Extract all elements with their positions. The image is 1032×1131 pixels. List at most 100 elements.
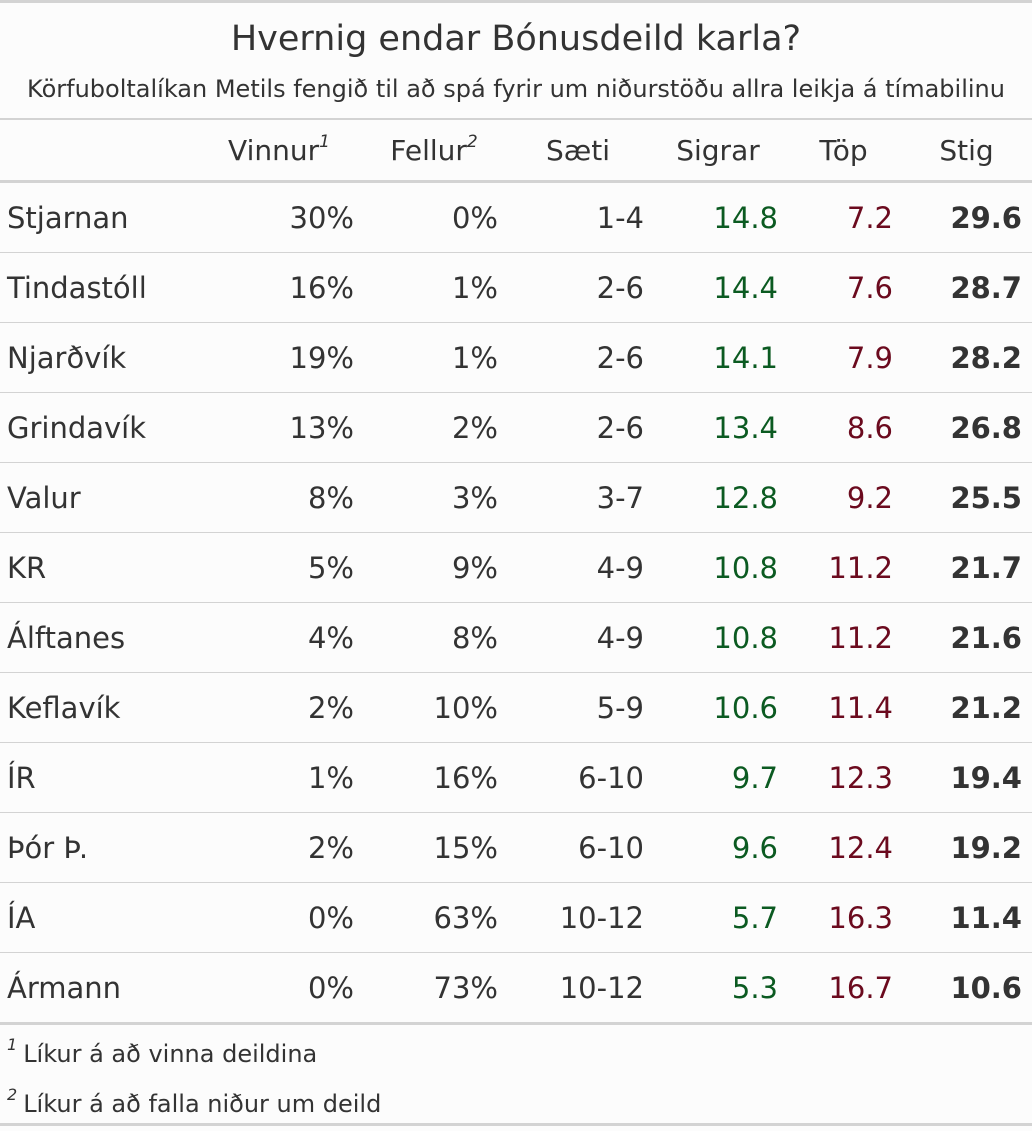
header-win-probability: Vinnur1 [196,120,362,183]
footnote-mark-2: 2 [466,131,478,152]
team-name: Ármann [0,952,196,1025]
relegation-probability: 1% [362,322,506,393]
relegation-probability: 63% [362,882,506,953]
footnote-2-mark: 2 [7,1085,18,1104]
relegation-probability: 1% [362,252,506,323]
projected-points: 11.4 [901,882,1032,953]
place-range: 3-7 [506,462,650,533]
footnote-1-text: Líkur á að vinna deildina [23,1040,318,1068]
projected-points: 21.6 [901,602,1032,673]
header-fall-label: Fellur [390,133,467,167]
place-range: 6-10 [506,742,650,813]
place-range: 5-9 [506,672,650,743]
win-probability: 0% [196,882,362,953]
team-name: Grindavík [0,392,196,463]
win-probability: 2% [196,672,362,743]
projected-points: 21.7 [901,532,1032,603]
team-name: Tindastóll [0,252,196,323]
table-row: Þór Þ. 2% 15% 6-10 9.6 12.4 19.2 [0,812,1032,883]
relegation-probability: 9% [362,532,506,603]
relegation-probability: 16% [362,742,506,813]
win-probability: 1% [196,742,362,813]
projected-points: 19.4 [901,742,1032,813]
win-probability: 5% [196,532,362,603]
projected-wins: 12.8 [650,462,786,533]
table-row: Keflavík 2% 10% 5-9 10.6 11.4 21.2 [0,672,1032,743]
projected-losses: 12.3 [786,742,901,813]
projected-points: 29.6 [901,181,1032,253]
projected-points: 25.5 [901,462,1032,533]
footnotes: 1 Líkur á að vinna deildina 2 Líkur á að f… [0,1025,1032,1131]
header-team [0,120,196,183]
place-range: 10-12 [506,882,650,953]
projected-losses: 11.2 [786,532,901,603]
table-title: Hvernig endar Bónusdeild karla? [230,19,802,59]
table-row: Ármann 0% 73% 10-12 5.3 16.7 10.6 [0,952,1032,1025]
projected-losses: 16.7 [786,952,901,1025]
projected-points: 10.6 [901,952,1032,1025]
projected-losses: 7.6 [786,252,901,323]
team-name: KR [0,532,196,603]
footnote-mark-1: 1 [319,131,330,152]
team-name: ÍR [0,742,196,813]
place-range: 4-9 [506,532,650,603]
table-row: Valur 8% 3% 3-7 12.8 9.2 25.5 [0,462,1032,533]
team-name: Keflavík [0,672,196,743]
projected-points: 21.2 [901,672,1032,743]
table-subtitle: Körfuboltalíkan Metils fengið til að spá… [0,68,1032,120]
projected-losses: 12.4 [786,812,901,883]
relegation-probability: 3% [362,462,506,533]
projected-losses: 11.2 [786,602,901,673]
relegation-probability: 8% [362,602,506,673]
header-points: Stig [901,120,1032,183]
projected-losses: 9.2 [786,462,901,533]
projected-wins: 9.7 [650,742,786,813]
relegation-probability: 0% [362,181,506,253]
table-row: ÍA 0% 63% 10-12 5.7 16.3 11.4 [0,882,1032,953]
team-name: ÍA [0,882,196,953]
table-header: Vinnur1 Fellur2 Sæti Sigrar Töp Stig [0,120,1032,183]
projected-wins: 14.1 [650,322,786,393]
projected-wins: 5.3 [650,952,786,1025]
team-name: Stjarnan [0,181,196,253]
relegation-probability: 10% [362,672,506,743]
team-name: Njarðvík [0,322,196,393]
footnote-2-text: Líkur á að falla niður um deild [23,1090,382,1118]
place-range: 1-4 [506,181,650,253]
relegation-probability: 15% [362,812,506,883]
projected-losses: 7.9 [786,322,901,393]
win-probability: 13% [196,392,362,463]
relegation-probability: 2% [362,392,506,463]
projected-losses: 8.6 [786,392,901,463]
place-range: 2-6 [506,322,650,393]
place-range: 2-6 [506,392,650,463]
table-row: Álftanes 4% 8% 4-9 10.8 11.2 21.6 [0,602,1032,673]
standings-table: Vinnur1 Fellur2 Sæti Sigrar Töp Stig Stj… [0,120,1032,1025]
projected-wins: 5.7 [650,882,786,953]
footnote-1: 1 Líkur á að vinna deildina [7,1031,1032,1081]
projected-wins: 14.4 [650,252,786,323]
table-row: Tindastóll 16% 1% 2-6 14.4 7.6 28.7 [0,252,1032,323]
place-range: 2-6 [506,252,650,323]
team-name: Valur [0,462,196,533]
table-body: Stjarnan 30% 0% 1-4 14.8 7.2 29.6 Tindastóll 16%… [0,181,1032,1025]
projected-losses: 11.4 [786,672,901,743]
projected-wins: 10.8 [650,602,786,673]
header-place: Sæti [506,120,650,183]
win-probability: 16% [196,252,362,323]
header-losses: Töp [786,120,901,183]
team-name: Álftanes [0,602,196,673]
team-name: Þór Þ. [0,812,196,883]
win-probability: 4% [196,602,362,673]
projected-wins: 14.8 [650,181,786,253]
projected-losses: 7.2 [786,181,901,253]
win-probability: 2% [196,812,362,883]
table-row: ÍR 1% 16% 6-10 9.7 12.3 19.4 [0,742,1032,813]
projected-points: 19.2 [901,812,1032,883]
win-probability: 19% [196,322,362,393]
win-probability: 30% [196,181,362,253]
place-range: 4-9 [506,602,650,673]
header-wins: Sigrar [650,120,786,183]
place-range: 6-10 [506,812,650,883]
